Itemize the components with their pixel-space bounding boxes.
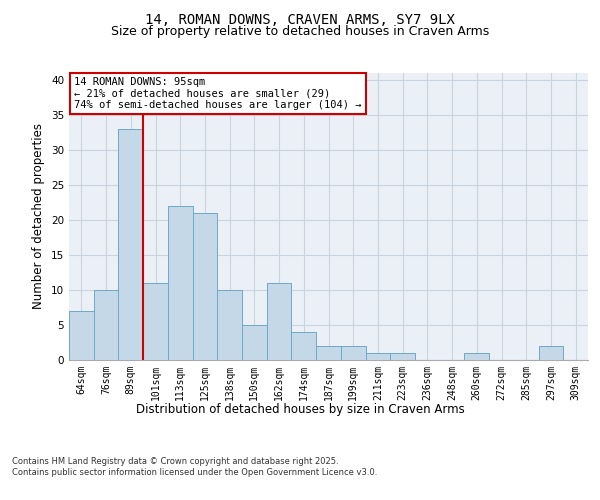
- Text: 14 ROMAN DOWNS: 95sqm
← 21% of detached houses are smaller (29)
74% of semi-deta: 14 ROMAN DOWNS: 95sqm ← 21% of detached …: [74, 77, 362, 110]
- Text: Size of property relative to detached houses in Craven Arms: Size of property relative to detached ho…: [111, 25, 489, 38]
- Bar: [193, 212, 217, 360]
- Bar: [143, 283, 168, 360]
- Bar: [118, 128, 143, 360]
- Bar: [168, 206, 193, 360]
- Bar: [390, 353, 415, 360]
- Bar: [464, 353, 489, 360]
- Bar: [292, 332, 316, 360]
- Bar: [539, 346, 563, 360]
- Text: Contains HM Land Registry data © Crown copyright and database right 2025.
Contai: Contains HM Land Registry data © Crown c…: [12, 458, 377, 477]
- Text: Distribution of detached houses by size in Craven Arms: Distribution of detached houses by size …: [136, 402, 464, 415]
- Bar: [267, 283, 292, 360]
- Bar: [94, 290, 118, 360]
- Y-axis label: Number of detached properties: Number of detached properties: [32, 123, 46, 309]
- Bar: [341, 346, 365, 360]
- Bar: [365, 353, 390, 360]
- Bar: [217, 290, 242, 360]
- Bar: [69, 311, 94, 360]
- Bar: [242, 325, 267, 360]
- Text: 14, ROMAN DOWNS, CRAVEN ARMS, SY7 9LX: 14, ROMAN DOWNS, CRAVEN ARMS, SY7 9LX: [145, 12, 455, 26]
- Bar: [316, 346, 341, 360]
